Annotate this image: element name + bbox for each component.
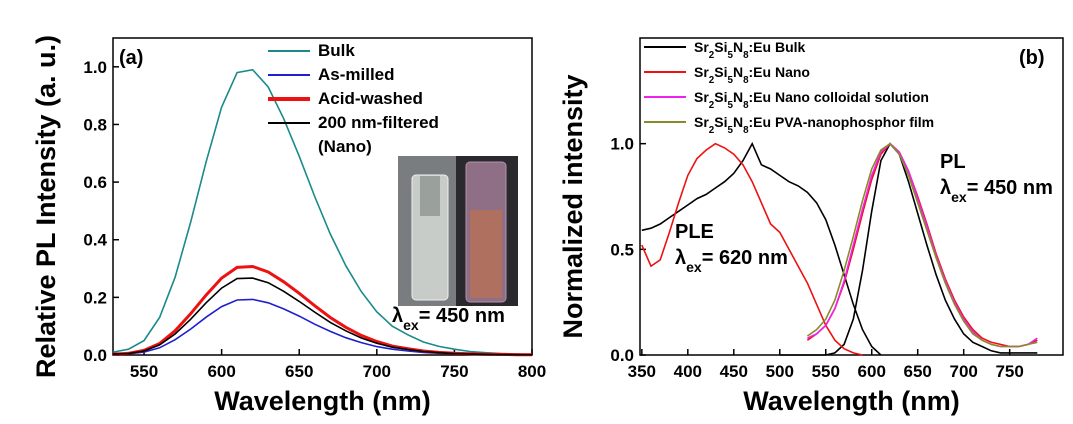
annotation-part: = 450 nm	[419, 305, 505, 327]
annotation-excitation: λex= 450 nm	[392, 305, 505, 333]
x-tick-label: 700	[363, 362, 391, 381]
annotation-part: ex	[403, 317, 419, 333]
legend-label: Sr2Si5N8:Eu Nano colloidal solution	[694, 89, 929, 111]
legend-label: Acid-washed	[318, 89, 423, 108]
x-tick-label: 750	[440, 362, 468, 381]
annotation-part: λ	[940, 177, 951, 199]
annotation-part: ex	[686, 259, 702, 275]
x-tick-label: 800	[518, 362, 546, 381]
annotation-excitation: λex= 450 nm	[940, 177, 1053, 205]
x-tick-label: 550	[130, 362, 158, 381]
y-axis-title: Normalized intensity	[558, 74, 588, 338]
y-tick-label: 0.5	[610, 240, 634, 259]
y-tick-label: 0.6	[83, 173, 107, 192]
series-line	[807, 144, 1037, 347]
x-tick-label: 650	[285, 362, 313, 381]
x-tick-label: 600	[858, 362, 886, 381]
x-tick-label: 400	[674, 362, 702, 381]
x-tick-label: 500	[766, 362, 794, 381]
y-tick-label: 0.0	[610, 346, 634, 365]
legend-label: Bulk	[318, 41, 355, 60]
annotation-part: λ	[675, 247, 686, 269]
inset-photo	[398, 156, 518, 306]
legend-label: 200 nm-filtered (Nano)	[318, 113, 444, 156]
y-tick-label: 0.4	[83, 231, 107, 250]
panel-label: (b)	[1019, 47, 1045, 69]
y-tick-label: 0.2	[83, 288, 107, 307]
legend-label: As-milled	[318, 65, 395, 84]
annotation-label: PL	[940, 151, 966, 173]
x-tick-label: 600	[207, 362, 235, 381]
cuvette-slot	[420, 176, 440, 216]
annotation-part: = 450 nm	[967, 177, 1053, 199]
annotation-part: λ	[392, 305, 403, 327]
x-axis-title: Wavelength (nm)	[214, 386, 431, 416]
figure: 550 600 650 700 750 800 0.0 0.2 0.4 0.6 0.8 1.0 Wave…	[0, 0, 1073, 424]
y-tick-label: 1.0	[610, 135, 634, 154]
x-tick-label: 700	[949, 362, 977, 381]
y-tick-label: 1.0	[83, 58, 107, 77]
legend-label: Sr2Si5N8:Eu Nano	[694, 64, 810, 86]
annotation-excitation: λex= 620 nm	[675, 247, 788, 275]
x-tick-label: 650	[904, 362, 932, 381]
cuvette-liquid	[470, 210, 502, 298]
annotation-part: ex	[951, 189, 967, 205]
x-tick-label: 750	[995, 362, 1023, 381]
y-axis-title: Relative PL Intensity (a. u.)	[31, 35, 61, 378]
panel-label: (a)	[119, 47, 143, 69]
legend-label: Sr2Si5N8:Eu PVA-nanophosphor film	[694, 114, 934, 136]
x-axis-title: Wavelength (nm)	[743, 386, 960, 416]
legend-label: Sr2Si5N8:Eu Bulk	[694, 39, 806, 61]
y-tick-label: 0.8	[83, 115, 107, 134]
x-tick-label: 550	[812, 362, 840, 381]
series-line	[807, 144, 1037, 347]
annotation-label: PLE	[675, 221, 714, 243]
y-tick-label: 0.0	[83, 346, 107, 365]
annotation-part: = 620 nm	[702, 247, 788, 269]
x-tick-label: 450	[720, 362, 748, 381]
